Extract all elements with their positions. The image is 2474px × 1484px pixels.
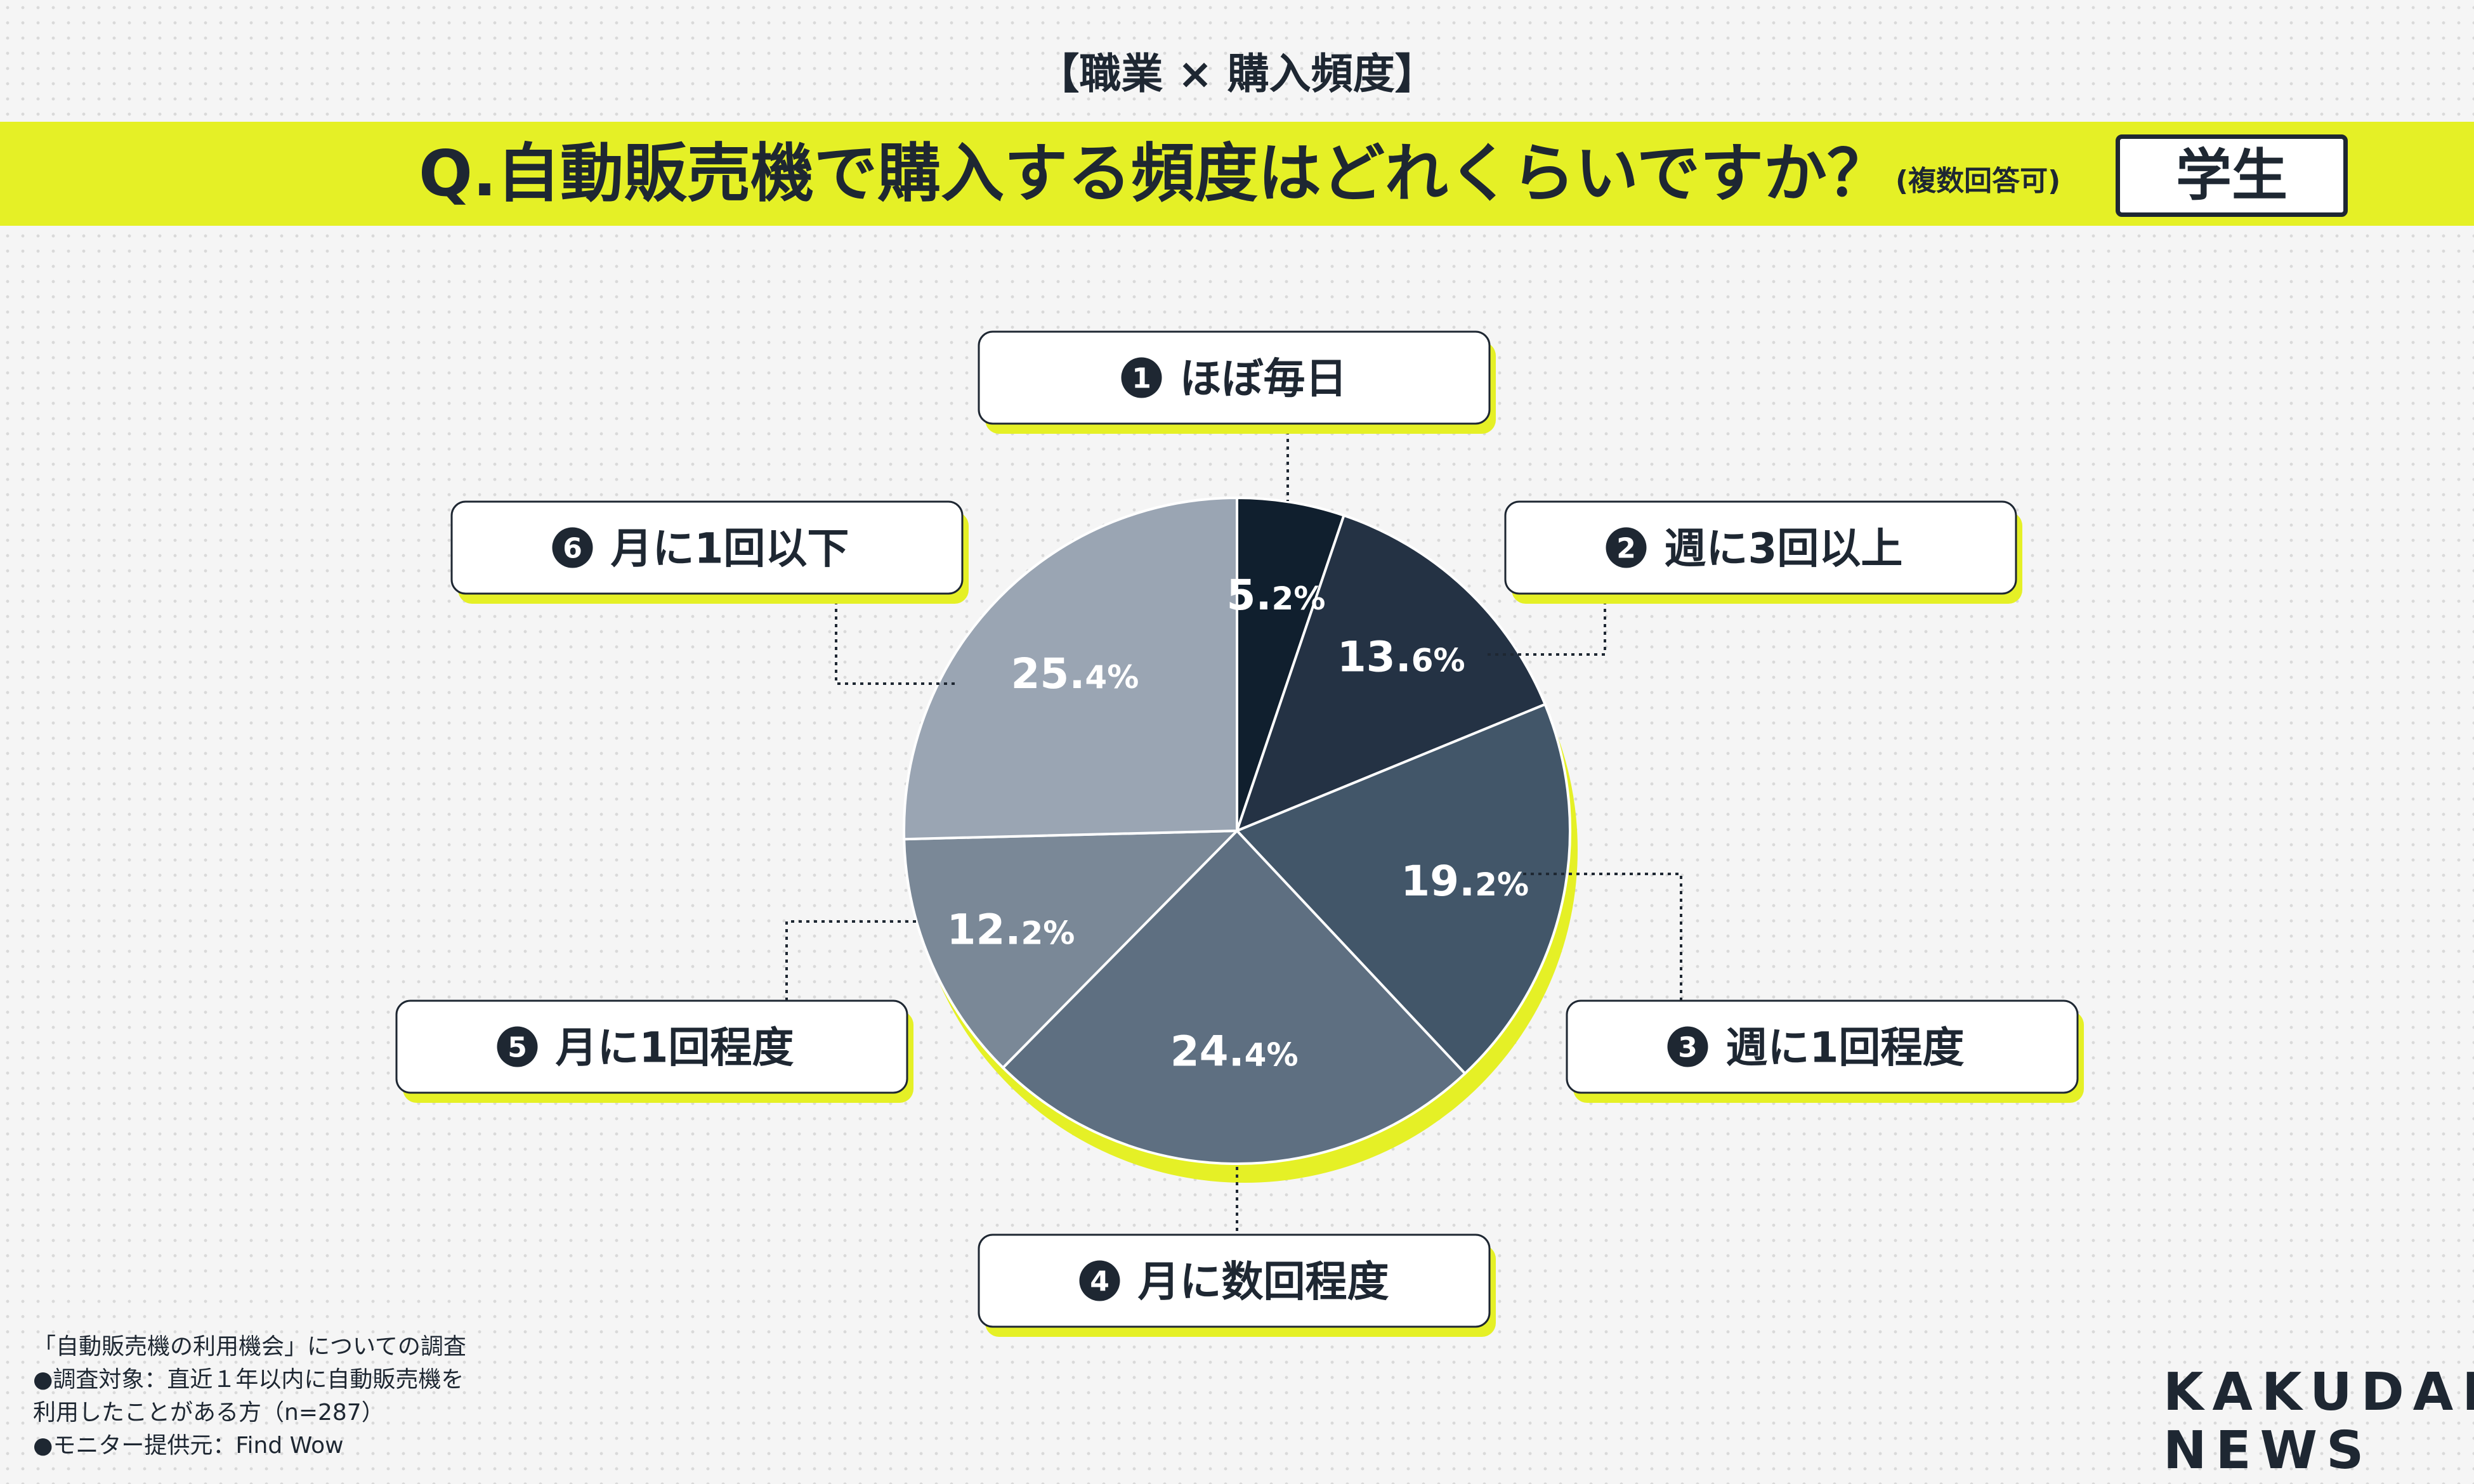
category-labels-layer: 1 ほぼ毎日 2 週に3回以上 3 週に1回程度 4 月に数回程度 5 月に1回程度 6 月に1回以下 — [395, 330, 2084, 1337]
logo-line: NEWS — [2163, 1421, 2373, 1481]
badge-number: 6 — [563, 533, 582, 565]
badge-number: 2 — [1616, 533, 1636, 565]
slice-value-label: 24.4% — [1170, 1027, 1299, 1076]
category-label-6: 6 月に1回以下 — [450, 500, 969, 604]
pie-slice — [1234, 703, 1572, 1076]
slice-value-int: 13. — [1337, 632, 1411, 681]
question-title: Q.自動販売機で購入する頻度はどれくらいですか？ — [419, 136, 1890, 211]
slice-value-label: 25.4% — [1011, 649, 1139, 698]
chart-subtitle: 【職業 × 購入頻度】 — [1037, 49, 1437, 98]
pie-slices-layer — [903, 496, 1572, 1165]
pie-slice — [903, 496, 1238, 841]
logo-line: KAKUDAI — [2163, 1362, 2474, 1422]
slice-value-int: 25. — [1011, 649, 1085, 698]
pie-slice — [903, 829, 1240, 1070]
category-label-text: 月に1回程度 — [556, 1024, 794, 1072]
category-label-2: 2 週に3回以上 — [1504, 500, 2022, 604]
badge-number: 3 — [1678, 1032, 1698, 1064]
label-box — [395, 999, 908, 1094]
pie-slice — [1001, 829, 1467, 1165]
category-label-text: 月に数回程度 — [1138, 1258, 1389, 1306]
slice-value-dec: 2% — [1475, 866, 1529, 903]
slice-value-dec: 2% — [1272, 580, 1326, 617]
label-box — [978, 330, 1491, 425]
number-badge-icon — [1606, 527, 1647, 568]
footnote-line: 利用したことがある方（n=287） — [33, 1400, 384, 1426]
slice-value-dec: 2% — [1021, 914, 1075, 951]
leader-line — [785, 920, 917, 1001]
badge-number: 5 — [507, 1032, 527, 1064]
slice-value-dec: 4% — [1085, 659, 1139, 696]
category-label-text: 週に1回程度 — [1726, 1024, 1965, 1072]
category-label-text: 週に3回以上 — [1665, 524, 1903, 573]
slice-value-label: 12.2% — [947, 905, 1075, 954]
value-labels-layer: 5.2%13.6%19.2%24.4%12.2%25.4% — [947, 571, 1529, 1076]
footnote-line: ●調査対象：直近１年以内に自動販売機を — [33, 1367, 464, 1393]
category-label-5: 5 月に1回程度 — [395, 999, 913, 1103]
segment-tag: 学生 — [2116, 134, 2348, 217]
slice-value-label: 13.6% — [1337, 632, 1465, 681]
category-label-1: 1 ほぼ毎日 — [978, 330, 1496, 434]
label-box — [978, 1233, 1491, 1328]
leader-line — [1484, 594, 1606, 656]
category-label-4: 4 月に数回程度 — [978, 1233, 1496, 1337]
question-text-wrapper: Q.自動販売機で購入する頻度はどれくらいですか？ (複数回答可) — [419, 122, 2060, 226]
pie-slice — [1234, 514, 1547, 833]
slice-value-int: 19. — [1401, 857, 1475, 906]
footnote-line: ●モニター提供元：Find Wow — [33, 1433, 344, 1459]
number-badge-icon — [497, 1026, 538, 1067]
slice-value-int: 24. — [1170, 1027, 1245, 1076]
badge-number: 1 — [1132, 363, 1151, 395]
category-label-text: ほぼ毎日 — [1180, 355, 1347, 403]
slice-value-label: 19.2% — [1401, 857, 1529, 906]
category-label-text: 月に1回以下 — [611, 524, 849, 573]
slice-value-label: 5.2% — [1227, 571, 1326, 620]
leader-lines-layer — [785, 424, 1682, 1235]
slice-value-dec: 4% — [1245, 1036, 1299, 1073]
pie-slice — [1236, 496, 1346, 831]
label-box — [450, 500, 964, 595]
number-badge-icon — [1667, 1026, 1708, 1067]
kakudai-news-logo: KAKUDAI NEWS — [2163, 1364, 2474, 1480]
slice-value-int: 5. — [1227, 571, 1272, 620]
slice-value-int: 12. — [947, 905, 1021, 954]
badge-number: 4 — [1090, 1266, 1109, 1298]
leader-line — [835, 594, 958, 685]
label-box — [1566, 999, 2079, 1094]
category-label-3: 3 週に1回程度 — [1566, 999, 2084, 1103]
number-badge-icon — [1079, 1260, 1120, 1301]
footnote-line: 「自動販売機の利用機会」についての調査 — [33, 1334, 466, 1360]
number-badge-icon — [1121, 357, 1162, 398]
question-note: (複数回答可) — [1895, 165, 2061, 197]
slice-value-dec: 6% — [1411, 642, 1465, 679]
question-banner: Q.自動販売機で購入する頻度はどれくらいですか？ (複数回答可) 学生 — [0, 122, 2474, 226]
survey-footnote: 「自動販売機の利用機会」についての調査 ●調査対象：直近１年以内に自動販売機を … — [33, 1331, 466, 1462]
label-box — [1504, 500, 2017, 595]
number-badge-icon — [552, 527, 593, 568]
